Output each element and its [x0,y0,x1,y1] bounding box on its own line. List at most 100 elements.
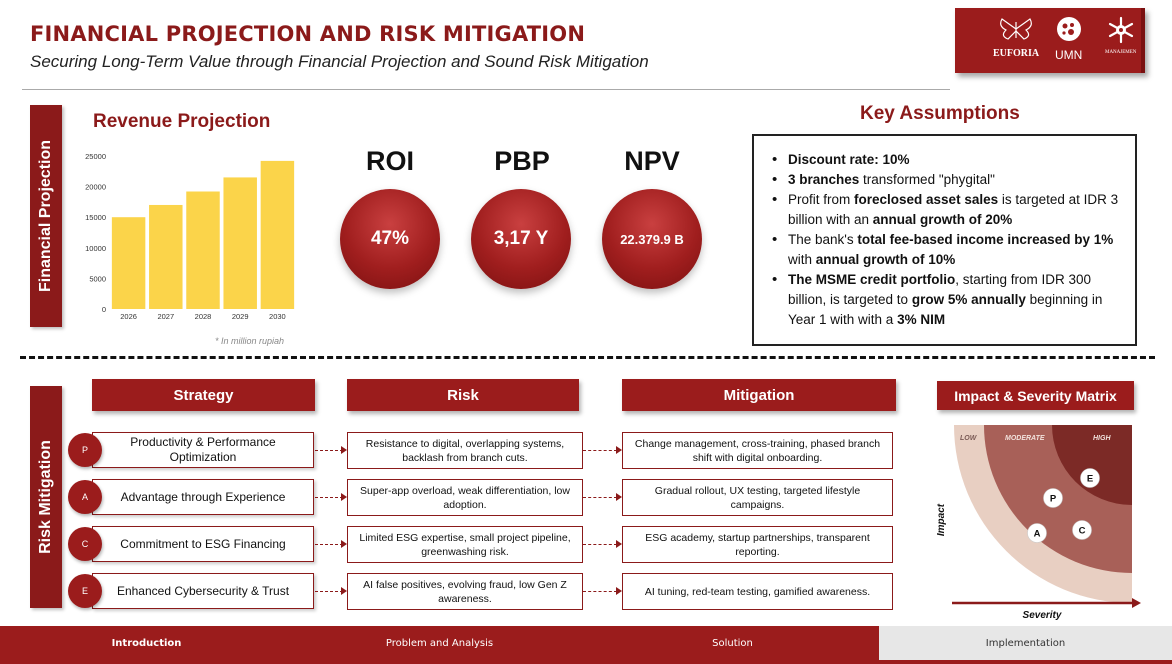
impact-severity-matrix: LOW MODERATE HIGH Severity Impact E P A C [936,425,1141,621]
metric-label-pbp: PBP [494,146,550,176]
strategy-letter-badge: C [68,527,102,561]
mitigation-cell: Change management, cross-training, phase… [622,432,893,469]
arrow-icon [616,446,622,454]
matrix-point-label: A [1034,529,1041,540]
page-title: FINANCIAL PROJECTION AND RISK MITIGATION [30,22,586,46]
assumption-text: 3 branches [788,172,860,187]
x-tick-label: 2029 [232,312,249,321]
logo-banner: EUFORIA UMN MANAJEMEN [955,8,1145,73]
severity-label: Severity [1023,610,1062,621]
assumption-text: total fee-based income increased by 1% [857,232,1114,247]
assumption-text: The MSME credit portfolio [788,272,956,287]
umn-emblem-icon [1056,17,1081,41]
tab-introduction[interactable]: Introduction [0,626,293,660]
matrix-point-C [1072,520,1092,540]
risk-mitigation-text: Risk Mitigation [37,440,54,554]
assumption-text: annual growth of 20% [872,212,1013,227]
chart-unit-note: * In million rupiah [215,336,285,346]
footer-nav: Introduction Problem and Analysis Soluti… [0,626,1172,660]
pbp-circle: 3,17 Y [471,189,571,289]
header-divider [22,89,950,90]
y-tick-label: 25000 [85,152,106,161]
assumption-text: Discount rate: 10% [788,152,910,167]
strategy-cell: Productivity & Performance Optimization [92,432,314,468]
risk-cell: AI false positives, evolving fraud, low … [347,573,583,610]
mitigation-header: Mitigation [622,379,896,411]
zone-label: LOW [960,435,978,442]
assumption-item: The MSME credit portfolio, starting from… [772,270,1125,330]
assumption-text: Profit from [788,192,855,207]
arrow-icon [341,493,347,501]
assumption-text: with [788,252,816,267]
tab-solution[interactable]: Solution [586,626,879,660]
bar-2029 [223,177,257,309]
umn-label: UMN [1055,48,1083,62]
section-divider [20,356,1155,359]
row-connector [583,450,617,451]
manajemen-label: MANAJEMEN [1105,50,1137,55]
gear-snowflake-icon [1108,16,1133,44]
bar-2028 [186,191,220,309]
financial-projection-label: Financial Projection [30,105,62,327]
roi-value: 47% [370,228,410,249]
y-tick-label: 5000 [89,274,106,283]
bar-2026 [111,217,146,309]
x-tick-label: 2027 [157,312,174,321]
matrix-header: Impact & Severity Matrix [937,381,1134,410]
bar-2027 [149,204,183,309]
npv-circle: 22.379.9 B [602,189,702,289]
row-connector [583,544,617,545]
tab-problem-analysis[interactable]: Problem and Analysis [293,626,586,660]
arrow-icon [616,540,622,548]
x-tick-label: 2026 [120,312,137,321]
key-assumptions-title: Key Assumptions [860,103,1020,124]
assumption-text: The bank's [788,232,858,247]
page-subtitle: Securing Long-Term Value through Financi… [30,52,649,71]
footer-bottom-bar [0,660,1172,664]
strategy-cell: Commitment to ESG Financing [92,526,314,562]
arrow-icon [341,540,347,548]
x-tick-label: 2028 [195,312,212,321]
revenue-projection-title: Revenue Projection [93,111,271,132]
roi-circle: 47% [340,189,440,289]
impact-label: Impact [936,503,947,536]
financial-projection-text: Financial Projection [37,139,54,293]
assumption-text: annual growth of 10% [815,252,956,267]
row-connector [583,591,617,592]
assumption-text: , starting from IDR 300 billion, is targ… [788,272,1092,307]
assumption-text: beginning in Year 1 with with a [788,292,1103,327]
arrow-icon [341,446,347,454]
row-connector [315,450,343,451]
risk-header: Risk [347,379,579,411]
matrix-point-label: E [1087,474,1093,485]
euforia-logo: EUFORIA [993,16,1039,59]
tab-implementation[interactable]: Implementation [879,626,1172,660]
assumption-item: Discount rate: 10% [772,150,1125,170]
strategy-cell: Advantage through Experience [92,479,314,515]
revenue-chart: 0 5000 10000 15000 20000 25000 2026 2027 2028 202… [85,152,295,321]
assumption-text: is targeted at IDR 3 billion with an [788,192,1119,227]
matrix-point-A [1027,523,1047,543]
assumption-item: Profit from foreclosed asset sales is ta… [772,190,1125,230]
bar-2030 [260,160,295,309]
strategy-header: Strategy [92,379,315,411]
risk-mitigation-label: Risk Mitigation [30,386,62,608]
y-tick-label: 20000 [85,183,106,192]
matrix-point-P [1043,488,1063,508]
assumption-item: The bank's total fee-based income increa… [772,230,1125,270]
row-connector [315,591,343,592]
y-tick-label: 10000 [85,244,106,253]
assumption-item: 3 branches transformed "phygital" [772,170,1125,190]
assumptions-list: Discount rate: 10% 3 branches transformed… [772,150,1125,330]
y-tick-label: 15000 [85,213,106,222]
strategy-letter-badge: E [68,574,102,608]
metric-label-roi: ROI [365,146,414,176]
y-tick-label: 0 [102,305,106,314]
metric-label-npv: NPV [624,146,680,176]
row-connector [315,497,343,498]
matrix-point-label: C [1079,526,1086,537]
axis-arrow-icon [1132,598,1141,608]
npv-value: 22.379.9 B [620,231,684,247]
pbp-value: 3,17 Y [493,228,549,249]
strategy-letter-badge: P [68,433,102,467]
